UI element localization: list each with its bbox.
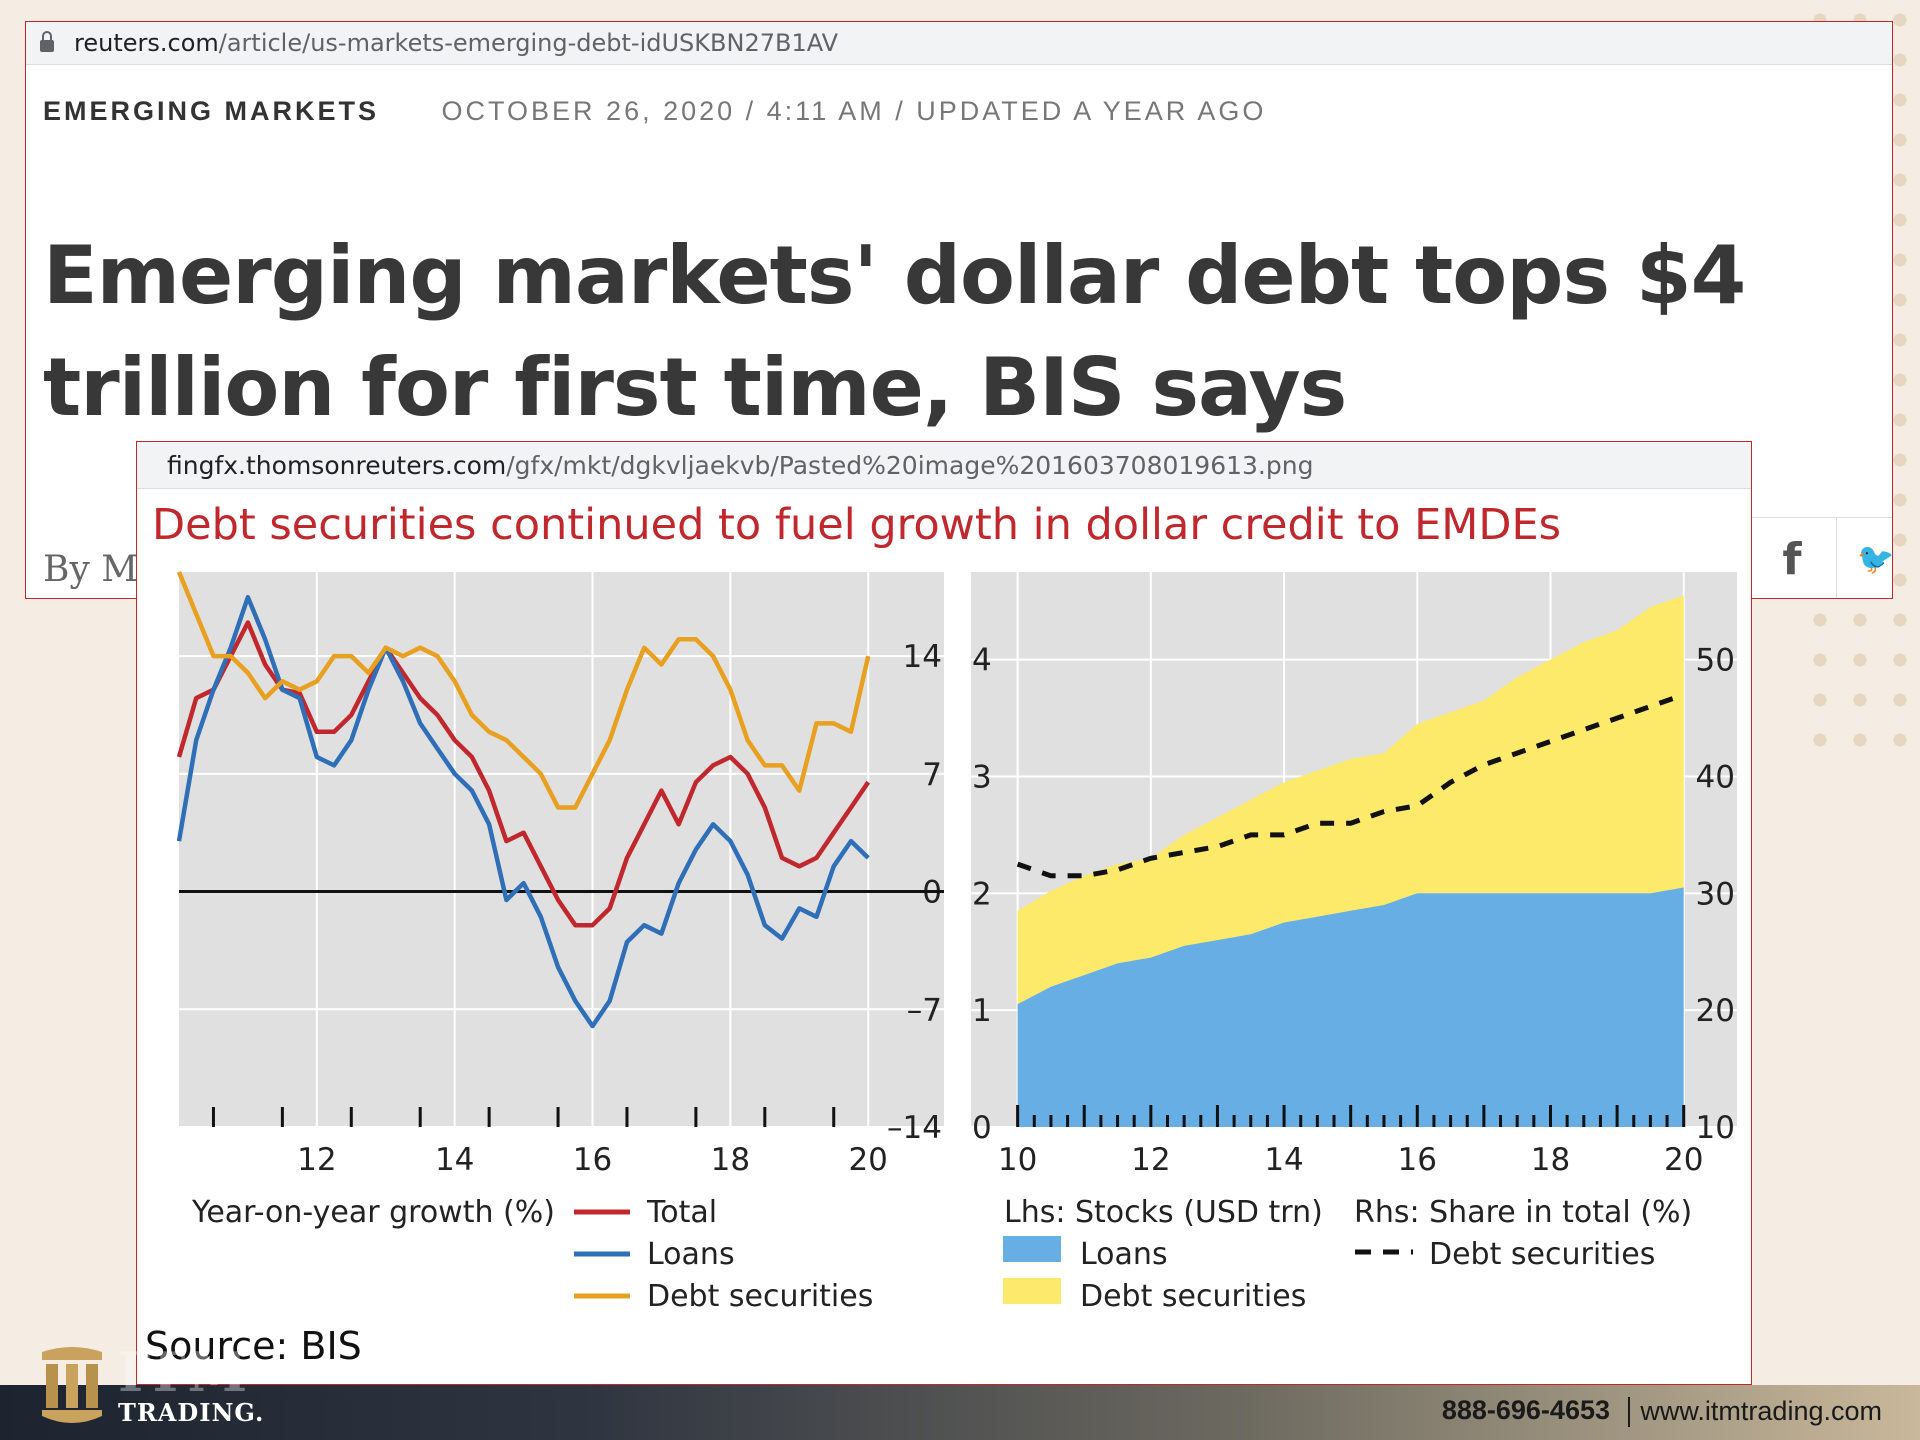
area-panel-rhs-tick-label: 40 [1696,759,1735,795]
area-panel-x-tick-label: 10 [998,1142,1037,1178]
line-panel-y-tick-label: 7 [922,757,942,793]
address-bar[interactable]: reuters.com/article/us-markets-emerging-… [26,22,1892,65]
headline: Emerging markets' dollar debt tops $4 tr… [43,229,1746,434]
chart-title: Debt securities continued to fuel growth… [152,500,1562,550]
line-panel-x-tick-label: 16 [573,1142,612,1178]
area-panel-rhs-tick-label: 20 [1696,993,1735,1029]
chart-url-path: /gfx/mkt/dgkvljaekvb/Pasted%20image%2016… [506,450,1314,480]
line-panel-x-tick-label: 20 [848,1142,887,1178]
area-panel-lhs-tick-label: 4 [972,643,992,679]
legend-label-debt-securities-share: Debt securities [1429,1237,1655,1272]
footer-divider [1628,1397,1630,1427]
source-note: Source: BIS [145,1324,362,1368]
area-panel-lhs-tick-label: 1 [972,993,992,1029]
area-panel-lhs-tick-label: 2 [972,876,992,912]
area-legend-lhs-title: Lhs: Stocks (USD trn) [1004,1195,1323,1230]
chart-screenshot: fingfx.thomsonreuters.com/gfx/mkt/dgkvlj… [136,441,1752,1385]
area-series-loans [1017,887,1684,1127]
article-screenshot: reuters.com/article/us-markets-emerging-… [25,21,1893,599]
line-series-loans [176,594,870,1029]
itm-logo-icon [42,1347,102,1423]
line-panel-y-tick-label: –7 [907,992,942,1028]
url-path: /article/us-markets-emerging-debt-idUSKB… [218,29,839,57]
line-panel-y-tick-label: 14 [903,639,942,675]
phone-number[interactable]: 888-696-4653 [1441,1395,1610,1425]
website-link[interactable]: www.itmtrading.com [1640,1396,1882,1426]
area-panel-x-tick-label: 18 [1531,1142,1570,1178]
area-panel-x-tick-label: 14 [1264,1142,1303,1178]
logo-subtitle: TRADING. [118,1398,265,1427]
line-panel-x-tick-label: 14 [435,1142,474,1178]
legend-label-debt-securities-area: Debt securities [1080,1279,1306,1314]
area-panel-lhs-tick-label: 0 [972,1110,992,1146]
chart-url-host: fingfx.thomsonreuters.com [167,450,507,480]
legend-label-loans-area: Loans [1080,1237,1168,1272]
area-panel-x-tick-label: 20 [1664,1142,1703,1178]
area-panel-x-tick-label: 12 [1131,1142,1170,1178]
logo-wordmark: ITM [118,1340,250,1404]
area-legend-rhs-title: Rhs: Share in total (%) [1354,1195,1692,1230]
facebook-share-icon[interactable]: f [1746,517,1837,598]
legend-label-debt-securities: Debt securities [647,1279,873,1314]
area-panel-rhs-tick-label: 50 [1696,643,1735,679]
article-meta: EMERGING MARKETS OCTOBER 26, 2020 / 4:11… [43,96,1266,127]
url-host: reuters.com [74,29,219,57]
area-panel-rhs-tick-label: 30 [1696,876,1735,912]
dateline: OCTOBER 26, 2020 / 4:11 AM / UPDATED A Y… [441,96,1267,126]
area-panel-lhs-tick-label: 3 [972,759,992,795]
section-label[interactable]: EMERGING MARKETS [43,96,380,126]
line-panel-background [179,572,944,1127]
chart-address-bar[interactable]: fingfx.thomsonreuters.com/gfx/mkt/dgkvlj… [137,442,1751,489]
area-series-debt-securities [1017,595,1684,1005]
footer-bar [0,1385,1920,1440]
legend-label-loans: Loans [647,1237,735,1272]
area-panel-x-tick-label: 16 [1398,1142,1437,1178]
line-panel-x-tick-label: 12 [297,1142,336,1178]
line-series-debt-securities [176,571,871,810]
charts-svg: 12 14 16 18 20 14 7 0 –7 –14 10 12 14 16 18 20 4 3 2 10 50 40… [176,571,1737,1314]
line-series-total [176,620,871,928]
line-panel-y-tick-label: –14 [887,1110,942,1146]
legend-label-total: Total [646,1195,717,1230]
line-legend-title: Year-on-year growth (%) [191,1195,555,1230]
dashed-series-debt-securities-share [1016,692,1685,879]
area-panel-rhs-tick-label: 10 [1696,1110,1735,1146]
legend-swatch-debt-securities-area [1003,1278,1061,1304]
line-panel-x-tick-label: 18 [711,1142,750,1178]
twitter-share-icon[interactable]: 🐦 [1836,517,1892,598]
lock-icon [40,31,54,52]
legend-swatch-loans-area [1003,1236,1061,1262]
